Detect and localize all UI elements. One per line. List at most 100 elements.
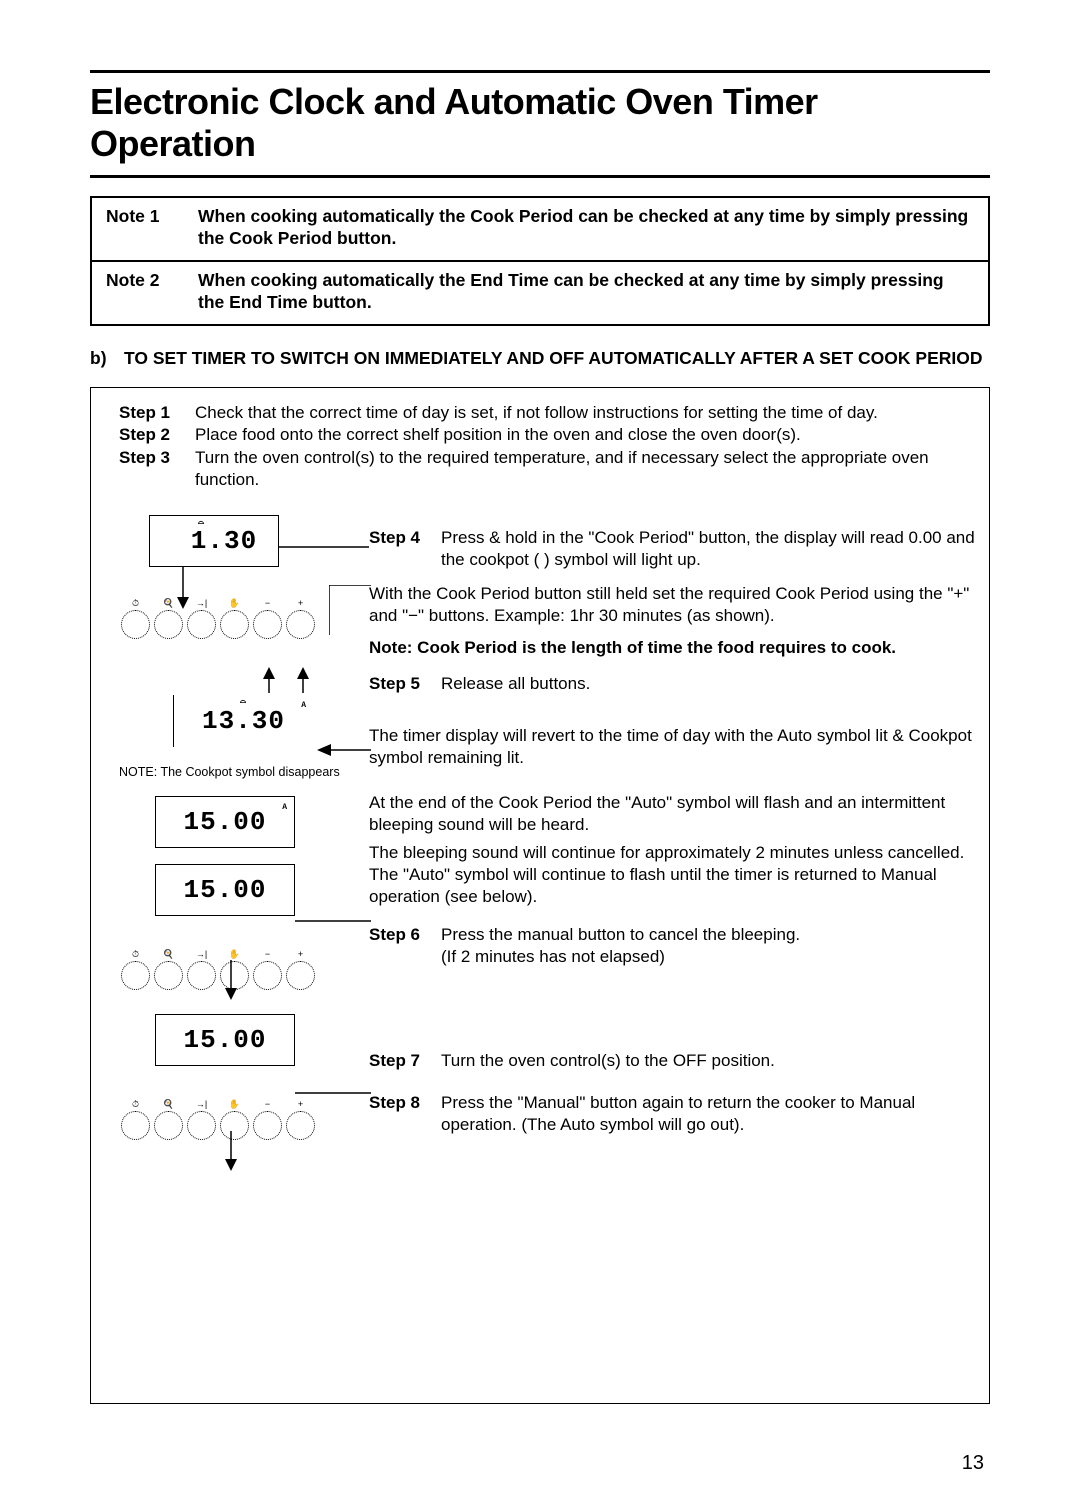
step-5-label: Step 5 — [369, 673, 441, 695]
end-of-cook-2: The bleeping sound will continue for app… — [369, 842, 977, 908]
step-2-label: Step 2 — [119, 424, 195, 446]
arrow-display5-down — [219, 1131, 243, 1171]
step-8: Step 8 Press the "Manual" button again t… — [369, 1092, 977, 1136]
step-4-text: Press & hold in the "Cook Period" button… — [441, 527, 977, 571]
btn-plus-1 — [286, 610, 315, 639]
auto-icon-2: A — [301, 701, 307, 710]
arrow-display1-down — [171, 567, 195, 609]
step-6-label: Step 6 — [369, 924, 441, 968]
step-6-sub: (If 2 minutes has not elapsed) — [441, 947, 665, 966]
step-7: Step 7 Turn the oven control(s) to the O… — [369, 1050, 977, 1072]
note-2-label: Note 2 — [106, 270, 198, 314]
lower-layout: 1.30 ⌓ ⏱ 🍳 →| ✋ − + — [119, 515, 977, 1375]
note-2: Note 2 When cooking automatically the En… — [92, 262, 988, 324]
btn-lbl-manual: ✋ — [220, 599, 249, 608]
step-5-text: Release all buttons. — [441, 673, 977, 695]
page-number: 13 — [962, 1452, 984, 1475]
step-3: Step 3 Turn the oven control(s) to the r… — [119, 447, 977, 491]
notes-box: Note 1 When cooking automatically the Co… — [90, 196, 990, 326]
display-5: 15.00 — [155, 1014, 295, 1066]
step-7-label: Step 7 — [369, 1050, 441, 1072]
btn-end-1 — [187, 610, 216, 639]
arrow-display4-down — [219, 960, 243, 1000]
note-2-text: When cooking automatically the End Time … — [198, 270, 974, 314]
step-4: Step 4 Press & hold in the "Cook Period"… — [369, 527, 977, 571]
btn-lbl-minus-2: − — [253, 950, 282, 959]
btn-lbl-end-3: →| — [187, 1100, 216, 1109]
section-title: TO SET TIMER TO SWITCH ON IMMEDIATELY AN… — [124, 348, 983, 370]
arrow-display2-left — [317, 743, 371, 757]
page-title: Electronic Clock and Automatic Oven Time… — [90, 73, 990, 175]
btn-lbl-manual-3: ✋ — [220, 1100, 249, 1109]
btn-plus-3 — [286, 1111, 315, 1140]
button-row-3 — [121, 1111, 369, 1140]
btn-lbl-timer: ⏱ — [121, 599, 150, 608]
arrow-plusminus-up — [251, 667, 321, 693]
note-1: Note 1 When cooking automatically the Co… — [92, 198, 988, 260]
connector-step6 — [295, 915, 371, 927]
step-6: Step 6 Press the manual button to cancel… — [369, 924, 977, 968]
step-7-text: Turn the oven control(s) to the OFF posi… — [441, 1050, 977, 1072]
display-2: 13.30 ⌓ A — [173, 695, 313, 747]
btn-minus-1 — [253, 610, 282, 639]
btn-plus-2 — [286, 961, 315, 990]
after-step4: With the Cook Period button still held s… — [369, 583, 977, 627]
btn-lbl-cook-3: 🍳 — [154, 1100, 183, 1109]
btn-minus-3 — [253, 1111, 282, 1140]
btn-cook-3 — [154, 1111, 183, 1140]
display-4: 15.00 — [155, 864, 295, 916]
btn-lbl-timer-3: ⏱ — [121, 1100, 150, 1109]
cookpot-icon: ⌓ — [198, 518, 205, 530]
note-1-label: Note 1 — [106, 206, 198, 250]
btn-lbl-minus-3: − — [253, 1100, 282, 1109]
cook-period-note: Note: Cook Period is the length of time … — [369, 637, 977, 659]
step-3-text: Turn the oven control(s) to the required… — [195, 447, 977, 491]
step-5: Step 5 Release all buttons. — [369, 673, 977, 695]
btn-manual-1 — [220, 610, 249, 639]
btn-timer-1 — [121, 610, 150, 639]
display-1-value: 1.30 — [191, 526, 257, 556]
step-8-label: Step 8 — [369, 1092, 441, 1136]
auto-icon-3: A — [282, 803, 288, 812]
connector-plusminus — [329, 585, 371, 635]
btn-lbl-minus: − — [253, 599, 282, 608]
step-3-label: Step 3 — [119, 447, 195, 491]
btn-lbl-end-2: →| — [187, 950, 216, 959]
step-4-text-span: Press & hold in the "Cook Period" button… — [441, 528, 975, 569]
btn-timer-3 — [121, 1111, 150, 1140]
rule-under-title — [90, 175, 990, 178]
button-row-2 — [121, 961, 369, 990]
section-heading: b) TO SET TIMER TO SWITCH ON IMMEDIATELY… — [90, 348, 990, 370]
btn-lbl-plus: + — [286, 599, 315, 608]
connector-step8 — [295, 1087, 371, 1099]
display-1: 1.30 ⌓ — [149, 515, 279, 567]
display-2-value: 13.30 — [202, 706, 285, 736]
display-3: 15.00 A — [155, 796, 295, 848]
note-1-text: When cooking automatically the Cook Peri… — [198, 206, 974, 250]
steps-box: Step 1 Check that the correct time of da… — [90, 387, 990, 1403]
btn-cook-1 — [154, 610, 183, 639]
step-8-text: Press the "Manual" button again to retur… — [441, 1092, 977, 1136]
display-4-value: 15.00 — [183, 875, 266, 905]
step-1-text: Check that the correct time of day is se… — [195, 402, 977, 424]
connector-step4 — [279, 541, 369, 553]
step-1: Step 1 Check that the correct time of da… — [119, 402, 977, 424]
end-of-cook-1: At the end of the Cook Period the "Auto"… — [369, 792, 977, 836]
step-1-label: Step 1 — [119, 402, 195, 424]
btn-lbl-manual-2: ✋ — [220, 950, 249, 959]
display-3-value: 15.00 — [183, 807, 266, 837]
step-2-text: Place food onto the correct shelf positi… — [195, 424, 977, 446]
btn-end-3 — [187, 1111, 216, 1140]
btn-timer-2 — [121, 961, 150, 990]
step-6-text-span: Press the manual button to cancel the bl… — [441, 925, 800, 944]
btn-lbl-plus-2: + — [286, 950, 315, 959]
btn-lbl-plus-3: + — [286, 1100, 315, 1109]
after-step5: The timer display will revert to the tim… — [369, 725, 977, 769]
btn-lbl-cook-2: 🍳 — [154, 950, 183, 959]
btn-minus-2 — [253, 961, 282, 990]
step-4-label: Step 4 — [369, 527, 441, 571]
diagram-column: 1.30 ⌓ ⏱ 🍳 →| ✋ − + — [119, 515, 369, 1140]
button-labels-2: ⏱ 🍳 →| ✋ − + — [121, 950, 369, 959]
btn-lbl-timer-2: ⏱ — [121, 950, 150, 959]
cookpot-icon-2: ⌓ — [240, 697, 247, 709]
